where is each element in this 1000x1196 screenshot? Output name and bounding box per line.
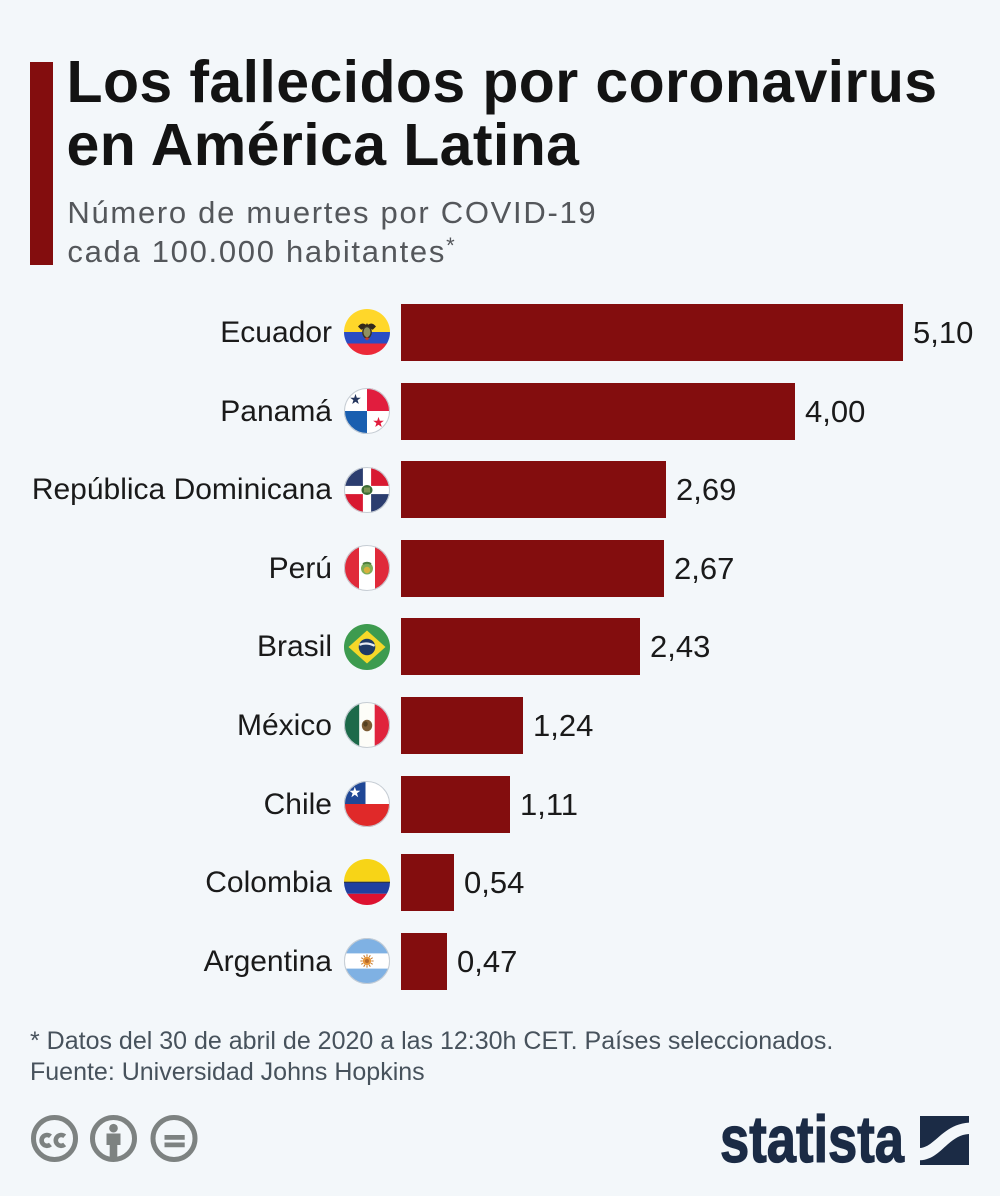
- svg-text:statista: statista: [720, 1102, 905, 1176]
